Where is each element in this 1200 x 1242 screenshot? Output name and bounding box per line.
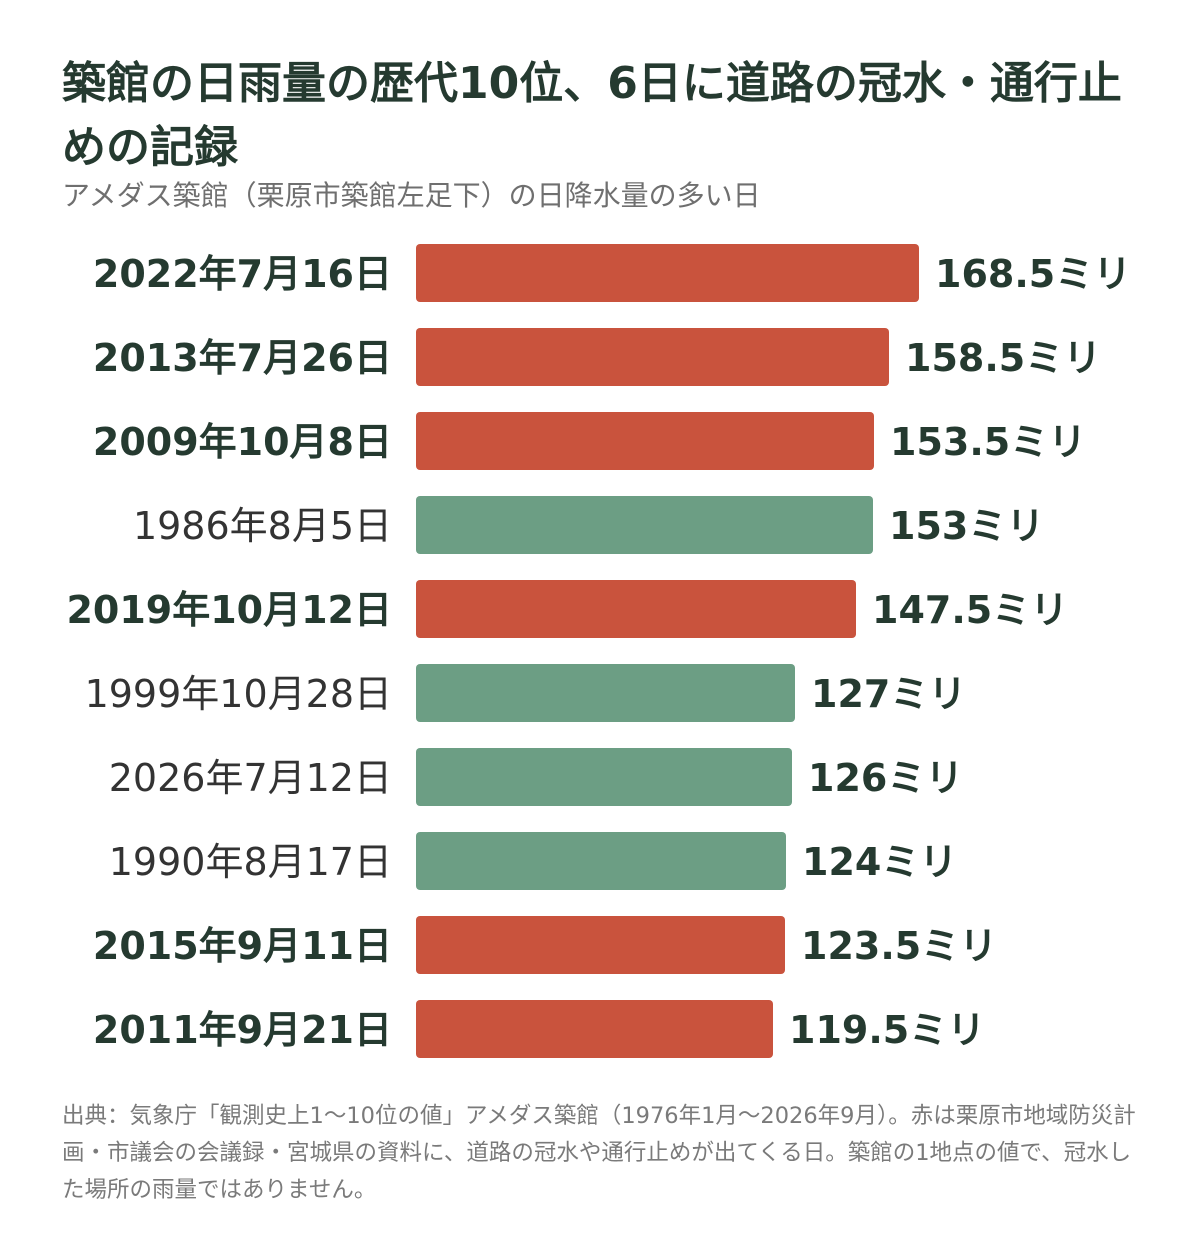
value-label: 168.5ミリ (935, 252, 1131, 296)
value-label: 158.5ミリ (905, 336, 1101, 380)
footnote: 出典：気象庁「観測史上1〜10位の値」アメダス築館（1976年1月〜2026年9… (62, 1103, 1136, 1203)
category-label: 2011年9月21日 (93, 1008, 392, 1052)
bar (416, 748, 792, 806)
bar (416, 580, 856, 638)
value-label: 124ミリ (802, 840, 957, 884)
bar (416, 916, 785, 974)
bar (416, 664, 795, 722)
bar-chart: 2022年7月16日 168.5ミリ 2013年7月26日 158.5ミリ 2009年1… (66, 244, 1131, 1058)
bar (416, 328, 889, 386)
bar (416, 1000, 773, 1058)
bar (416, 412, 874, 470)
category-label: 2019年10月12日 (66, 588, 392, 632)
value-label: 153ミリ (889, 504, 1044, 548)
category-label: 2022年7月16日 (93, 252, 392, 296)
value-label: 119.5ミリ (789, 1008, 985, 1052)
category-label: 2015年9月11日 (93, 924, 392, 968)
category-label: 2013年7月26日 (93, 336, 392, 380)
bar (416, 244, 919, 302)
chart-title: 築館の日雨量の歴代10位、6日に道路の冠水・通行止めの記録 (62, 58, 1122, 173)
value-label: 153.5ミリ (890, 420, 1086, 464)
bar (416, 832, 786, 890)
chart-subtitle: アメダス築館（栗原市築館左足下）の日降水量の多い日 (62, 179, 761, 212)
value-label: 127ミリ (811, 672, 966, 716)
value-label: 147.5ミリ (872, 588, 1068, 632)
category-label: 1986年8月5日 (133, 504, 392, 548)
category-label: 2009年10月8日 (93, 420, 392, 464)
value-label: 123.5ミリ (801, 924, 997, 968)
category-label: 1999年10月28日 (85, 672, 392, 716)
category-label: 2026年7月12日 (109, 756, 392, 800)
value-label: 126ミリ (808, 756, 963, 800)
bar (416, 496, 873, 554)
category-label: 1990年8月17日 (109, 840, 392, 884)
